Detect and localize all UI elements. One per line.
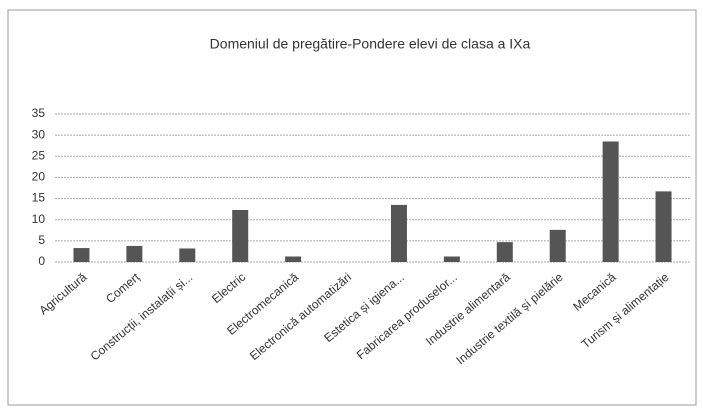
y-tick-label: 30 — [32, 127, 46, 141]
y-tick-label: 5 — [38, 233, 45, 247]
bar — [655, 191, 672, 262]
y-tick-label: 10 — [32, 212, 46, 226]
chart-frame — [7, 9, 697, 406]
bar — [602, 141, 619, 262]
bar — [285, 256, 302, 262]
y-tick-label: 0 — [38, 254, 45, 268]
bar — [73, 248, 90, 262]
y-tick-label: 20 — [32, 170, 46, 184]
y-tick-label: 25 — [32, 148, 46, 162]
y-tick-label: 15 — [32, 191, 46, 205]
bar — [126, 245, 143, 262]
bar — [549, 229, 566, 262]
bar — [496, 242, 513, 262]
chart-title: Domeniul de pregătire-Pondere elevi de c… — [210, 36, 531, 52]
y-tick-label: 35 — [32, 106, 46, 120]
bar — [179, 248, 196, 262]
bar — [232, 209, 249, 262]
bar — [390, 204, 407, 262]
bar — [443, 256, 460, 262]
